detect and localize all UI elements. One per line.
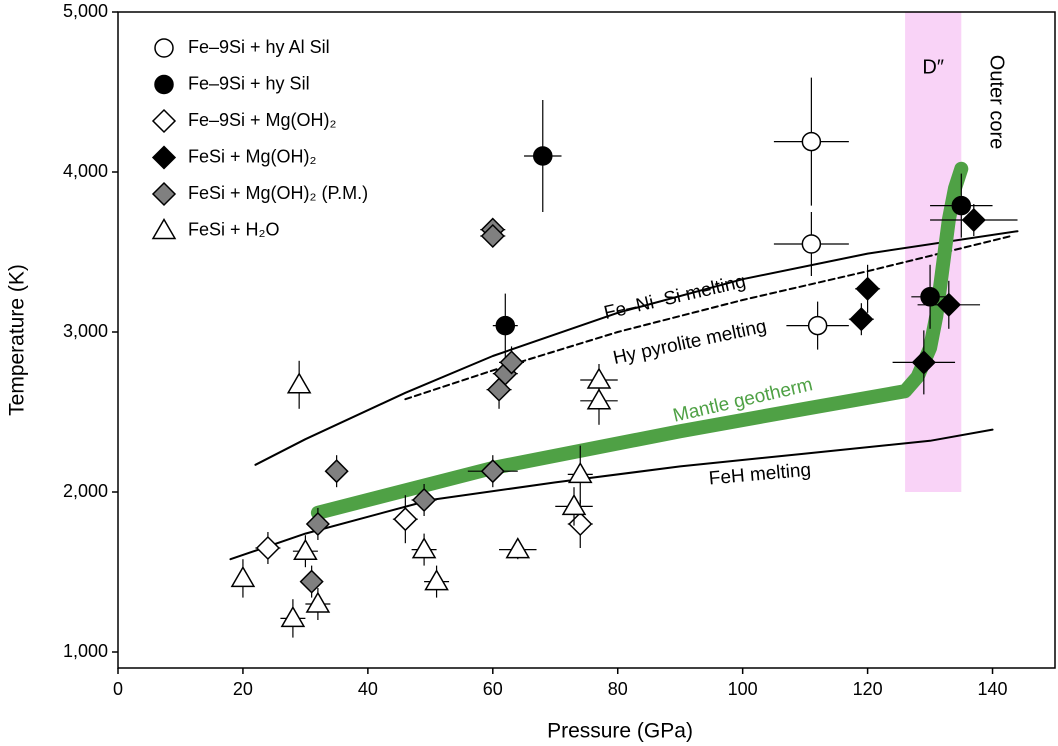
x-axis-label: Pressure (GPa) [547, 720, 693, 743]
x-tick-label: 20 [233, 679, 253, 699]
x-tick-label: 40 [358, 679, 378, 699]
curve-label: Fe–Ni–Si melting [602, 271, 748, 324]
plot-frame [117, 11, 1056, 669]
y-tick-label: 3,000 [63, 321, 108, 341]
marker [324, 459, 349, 484]
marker [230, 565, 256, 588]
marker [151, 181, 177, 207]
marker [801, 131, 822, 152]
marker [568, 511, 593, 537]
legend-entry: Fe–9Si + hy Sil [154, 73, 310, 95]
marker [586, 388, 612, 410]
marker [911, 350, 936, 375]
marker [151, 218, 177, 240]
annotation: Outer core [986, 55, 1008, 149]
curve-label: FeH melting [708, 460, 812, 490]
band-label: D″ [922, 56, 944, 78]
curve [254, 230, 1019, 466]
curve [310, 161, 969, 520]
marker [411, 537, 437, 559]
marker [586, 367, 612, 389]
marker [305, 591, 331, 613]
marker [567, 461, 593, 484]
y-axis-label: Temperature (K) [6, 264, 29, 416]
marker [305, 511, 330, 537]
marker [154, 38, 174, 58]
x-tick-label: 120 [853, 679, 883, 699]
marker [299, 569, 324, 594]
marker [505, 537, 531, 559]
marker [151, 108, 177, 134]
y-tick-label: 4,000 [63, 161, 108, 181]
legend-entry: Fe–9Si + Mg(OH)₂ [151, 108, 337, 134]
marker [961, 207, 986, 233]
x-tick-label: 100 [728, 679, 758, 699]
legend-label: Fe–9Si + Mg(OH)₂ [188, 110, 337, 130]
marker [393, 507, 418, 532]
marker [849, 307, 874, 332]
curve-label: Hy pyrolite melting [611, 316, 768, 369]
marker [286, 372, 312, 394]
marker [855, 276, 880, 301]
region-band [905, 12, 962, 492]
marker [495, 315, 516, 336]
legend-label: FeSi + Mg(OH)₂ (P.M.) [188, 183, 368, 203]
legend-entry: FeSi + Mg(OH)₂ [151, 145, 317, 170]
x-tick-label: 80 [608, 679, 628, 699]
marker [480, 459, 505, 484]
legend-entry: FeSi + H₂O [151, 218, 280, 240]
marker [533, 146, 553, 166]
marker [412, 487, 437, 513]
marker [154, 74, 174, 95]
curve [229, 428, 994, 561]
legend-entry: Fe–9Si + hy Al Sil [154, 37, 330, 58]
y-tick-label: 1,000 [63, 641, 108, 661]
marker [255, 535, 280, 561]
x-tick-label: 140 [978, 679, 1008, 699]
marker [293, 538, 318, 560]
marker [480, 223, 505, 249]
marker [424, 569, 449, 591]
marker [951, 195, 972, 216]
x-tick-label: 0 [113, 679, 123, 699]
legend-label: Fe–9Si + hy Sil [188, 73, 310, 93]
marker [499, 350, 524, 375]
legend-label: FeSi + H₂O [188, 219, 280, 239]
y-tick-label: 2,000 [63, 481, 108, 501]
marker [561, 493, 587, 516]
y-tick-label: 5,000 [63, 1, 108, 21]
legend-label: Fe–9Si + hy Al Sil [188, 37, 330, 57]
marker [936, 292, 961, 317]
marker [920, 287, 940, 307]
marker [486, 377, 512, 402]
marker [807, 315, 828, 336]
marker [801, 234, 822, 254]
legend-entry: FeSi + Mg(OH)₂ (P.M.) [151, 181, 368, 207]
marker [151, 145, 177, 170]
curve [404, 235, 1013, 401]
x-tick-label: 60 [483, 679, 503, 699]
marker [280, 605, 306, 628]
legend-label: FeSi + Mg(OH)₂ [188, 146, 317, 166]
